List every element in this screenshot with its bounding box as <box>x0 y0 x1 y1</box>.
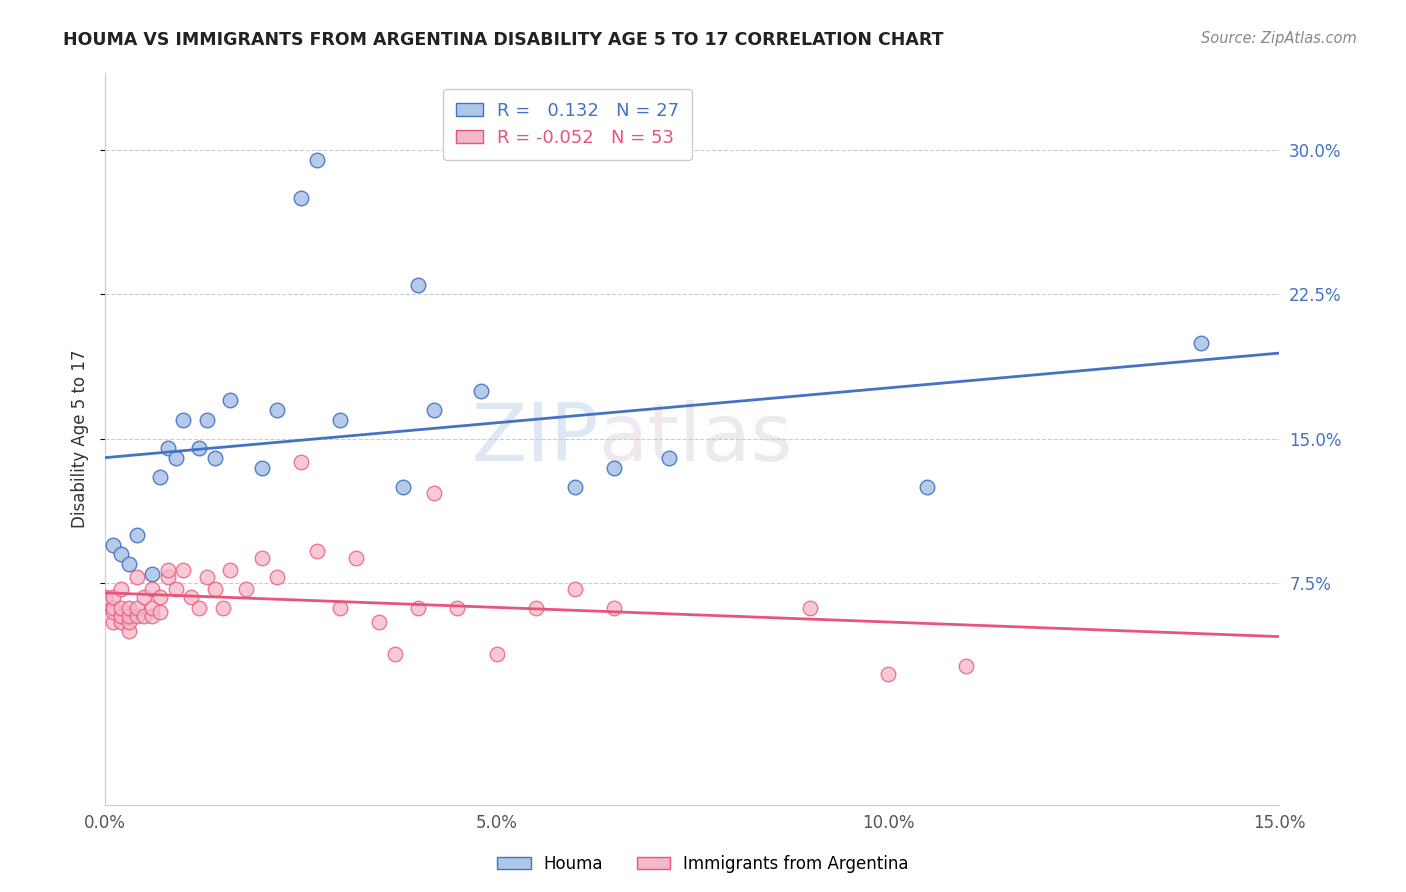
Point <box>344 551 367 566</box>
Point <box>101 590 124 604</box>
Point <box>141 601 163 615</box>
Point <box>110 582 132 596</box>
Point <box>156 570 179 584</box>
Point <box>134 590 156 604</box>
Point <box>156 442 179 456</box>
Point <box>266 570 288 584</box>
Point <box>658 451 681 466</box>
Point <box>564 480 586 494</box>
Point <box>173 563 195 577</box>
Point <box>955 659 977 673</box>
Point <box>329 412 352 426</box>
Point <box>485 648 508 662</box>
Point <box>250 460 273 475</box>
Point <box>219 563 242 577</box>
Point <box>141 609 163 624</box>
Point <box>877 666 900 681</box>
Point <box>156 563 179 577</box>
Point <box>118 624 141 639</box>
Point <box>118 601 141 615</box>
Point <box>180 590 202 604</box>
Point <box>110 615 132 629</box>
Point <box>101 538 124 552</box>
Point <box>235 582 257 596</box>
Point <box>125 570 148 584</box>
Point <box>524 601 547 615</box>
Point <box>368 615 391 629</box>
Point <box>149 605 172 619</box>
Point <box>204 451 226 466</box>
Point <box>250 551 273 566</box>
Point <box>173 412 195 426</box>
Point <box>219 393 242 408</box>
Point <box>101 605 124 619</box>
Point <box>211 601 233 615</box>
Point <box>110 609 132 624</box>
Point <box>134 609 156 624</box>
Point <box>266 403 288 417</box>
Point <box>149 590 172 604</box>
Text: HOUMA VS IMMIGRANTS FROM ARGENTINA DISABILITY AGE 5 TO 17 CORRELATION CHART: HOUMA VS IMMIGRANTS FROM ARGENTINA DISAB… <box>63 31 943 49</box>
Point <box>391 480 413 494</box>
Point <box>149 470 172 484</box>
Y-axis label: Disability Age 5 to 17: Disability Age 5 to 17 <box>72 350 89 528</box>
Point <box>408 277 430 292</box>
Point <box>305 543 328 558</box>
Point <box>195 570 218 584</box>
Point <box>125 609 148 624</box>
Point <box>329 601 352 615</box>
Point <box>125 601 148 615</box>
Point <box>141 566 163 581</box>
Point <box>799 601 821 615</box>
Point <box>446 601 468 615</box>
Text: atlas: atlas <box>599 400 793 478</box>
Point <box>101 601 124 615</box>
Point <box>423 403 446 417</box>
Point <box>141 582 163 596</box>
Point <box>195 412 218 426</box>
Point <box>290 455 312 469</box>
Point <box>204 582 226 596</box>
Point <box>290 191 312 205</box>
Point <box>564 582 586 596</box>
Point <box>423 485 446 500</box>
Point <box>118 615 141 629</box>
Legend: Houma, Immigrants from Argentina: Houma, Immigrants from Argentina <box>491 848 915 880</box>
Point <box>603 460 626 475</box>
Text: ZIP: ZIP <box>471 400 599 478</box>
Point <box>165 451 187 466</box>
Point <box>94 595 117 609</box>
Point <box>603 601 626 615</box>
Point <box>305 153 328 167</box>
Point <box>1189 335 1212 350</box>
Point <box>408 601 430 615</box>
Point <box>188 601 211 615</box>
Point <box>110 547 132 561</box>
Point <box>125 528 148 542</box>
Point <box>110 601 132 615</box>
Point <box>188 442 211 456</box>
Point <box>94 590 117 604</box>
Point <box>165 582 187 596</box>
Point <box>384 648 406 662</box>
Point <box>915 480 938 494</box>
Point <box>101 615 124 629</box>
Text: Source: ZipAtlas.com: Source: ZipAtlas.com <box>1201 31 1357 46</box>
Point <box>118 557 141 571</box>
Point <box>118 609 141 624</box>
Point <box>470 384 492 398</box>
Legend: R =   0.132   N = 27, R = -0.052   N = 53: R = 0.132 N = 27, R = -0.052 N = 53 <box>443 89 692 160</box>
